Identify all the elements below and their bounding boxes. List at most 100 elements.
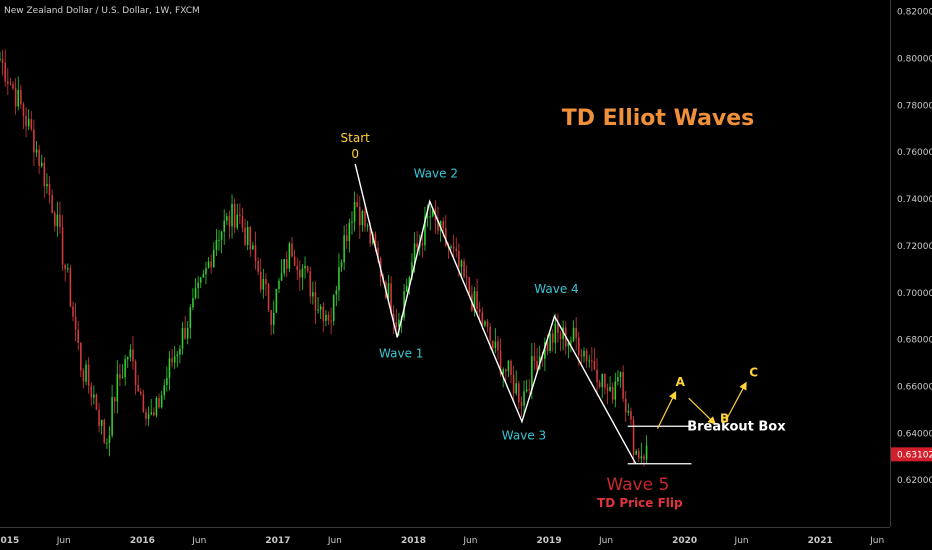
candle-body (499, 350, 502, 374)
candle-body (340, 262, 343, 268)
candle-body (74, 316, 77, 330)
candle-body (22, 104, 25, 117)
candle-body (518, 383, 520, 403)
time-tick-label: Jun (869, 536, 884, 546)
candle-body (4, 62, 6, 82)
candle-body (171, 358, 173, 363)
candle-body (609, 386, 611, 391)
candle-body (332, 294, 335, 322)
candle-body (416, 243, 418, 248)
symbol-title: New Zealand Dollar / U.S. Dollar, 1W, FX… (4, 6, 200, 16)
candle-body (7, 81, 9, 84)
candle-body (98, 409, 100, 426)
candle-body (111, 396, 113, 436)
candle-body (343, 235, 345, 263)
candle-body (166, 378, 168, 386)
candle-body (312, 292, 314, 297)
candle-body (338, 267, 340, 291)
candle-body (142, 394, 145, 412)
candle-body (223, 220, 225, 232)
current-price-label: 0.63102 (897, 450, 932, 460)
candle-body (283, 259, 285, 274)
candle-body (291, 243, 293, 257)
candle-body (228, 216, 231, 227)
candle-body (390, 283, 392, 314)
candle-body (497, 341, 499, 351)
candle-body (345, 235, 348, 242)
candle-body (426, 216, 429, 218)
candle-body (614, 381, 617, 400)
candle-body (213, 249, 215, 268)
time-tick-label: Jun (462, 536, 477, 546)
candle-body (30, 119, 33, 130)
candle-body (129, 349, 132, 358)
candle-body (72, 306, 74, 317)
candle-body (377, 247, 379, 259)
candle-body (528, 389, 531, 391)
candle-body (551, 333, 554, 343)
candle-body (249, 227, 252, 250)
price-tick-label: 0.76000 (897, 148, 932, 158)
candle-body (601, 373, 604, 388)
candle-body (468, 277, 471, 295)
candle-body (572, 327, 575, 341)
candle-body (160, 395, 163, 408)
candle-body (106, 442, 108, 444)
candle-body (356, 201, 358, 207)
label-wave-1: Wave 1 (379, 346, 423, 360)
candle-body (163, 385, 166, 396)
price-tick-label: 0.64000 (897, 429, 932, 439)
candle-body (604, 373, 606, 388)
candle-body (241, 215, 244, 228)
candle-body (262, 278, 265, 290)
candle-body (226, 216, 228, 221)
candle-body (598, 382, 601, 388)
candle-body (246, 227, 249, 245)
price-tick-label: 0.82000 (897, 8, 932, 18)
time-tick-label: 2017 (265, 536, 290, 546)
candle-body (278, 280, 280, 289)
candle-body (557, 323, 559, 333)
candle-body (369, 225, 371, 244)
label-wave-4: Wave 4 (534, 282, 578, 296)
candle-body (460, 260, 463, 268)
candle-body (121, 377, 124, 379)
candle-body (137, 384, 139, 392)
candle-body (398, 319, 400, 327)
candle-body (489, 326, 491, 341)
candle-body (25, 116, 27, 127)
time-tick-label: 2018 (401, 536, 426, 546)
candle-body (593, 360, 596, 370)
candle-body (254, 245, 257, 261)
candle-body (473, 291, 476, 311)
chart-title: TD Elliot Waves (562, 106, 755, 131)
wave-lines-layer (354, 163, 747, 465)
candle-body (293, 256, 296, 266)
candle-body (405, 285, 408, 292)
candle-body (585, 350, 588, 362)
candle-body (304, 265, 306, 269)
candle-body (189, 307, 192, 328)
candle-body (432, 209, 434, 217)
label-wave-3: Wave 3 (502, 429, 546, 443)
candle-body (202, 274, 205, 278)
candle-body (56, 214, 59, 227)
candle-body (630, 411, 632, 420)
arrow-to-a (656, 391, 677, 429)
candle-body (442, 221, 444, 228)
candle-body (272, 312, 275, 325)
candle-body (17, 89, 20, 107)
candle-body (90, 385, 93, 398)
candle-body (374, 233, 377, 248)
candle-body (100, 419, 103, 426)
candle-body (176, 354, 179, 357)
candle-body (85, 364, 87, 382)
candle-body (525, 389, 528, 392)
candle-body (554, 323, 557, 343)
candle-body (413, 243, 416, 263)
candle-body (179, 348, 181, 355)
time-tick-label: Jun (327, 536, 342, 546)
candle-body (546, 342, 549, 352)
